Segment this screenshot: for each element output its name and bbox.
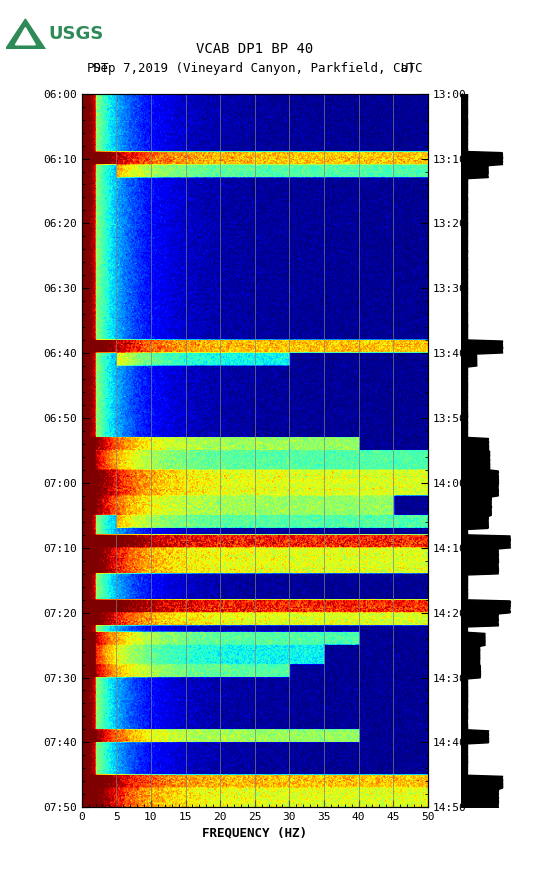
Text: USGS: USGS: [49, 25, 104, 43]
Text: PDT: PDT: [87, 62, 110, 75]
Text: Sep 7,2019 (Vineyard Canyon, Parkfield, Ca): Sep 7,2019 (Vineyard Canyon, Parkfield, …: [93, 62, 416, 75]
Polygon shape: [15, 28, 35, 45]
Text: UTC: UTC: [400, 62, 422, 75]
X-axis label: FREQUENCY (HZ): FREQUENCY (HZ): [202, 826, 307, 839]
Text: VCAB DP1 BP 40: VCAB DP1 BP 40: [196, 42, 314, 56]
Polygon shape: [6, 19, 45, 49]
